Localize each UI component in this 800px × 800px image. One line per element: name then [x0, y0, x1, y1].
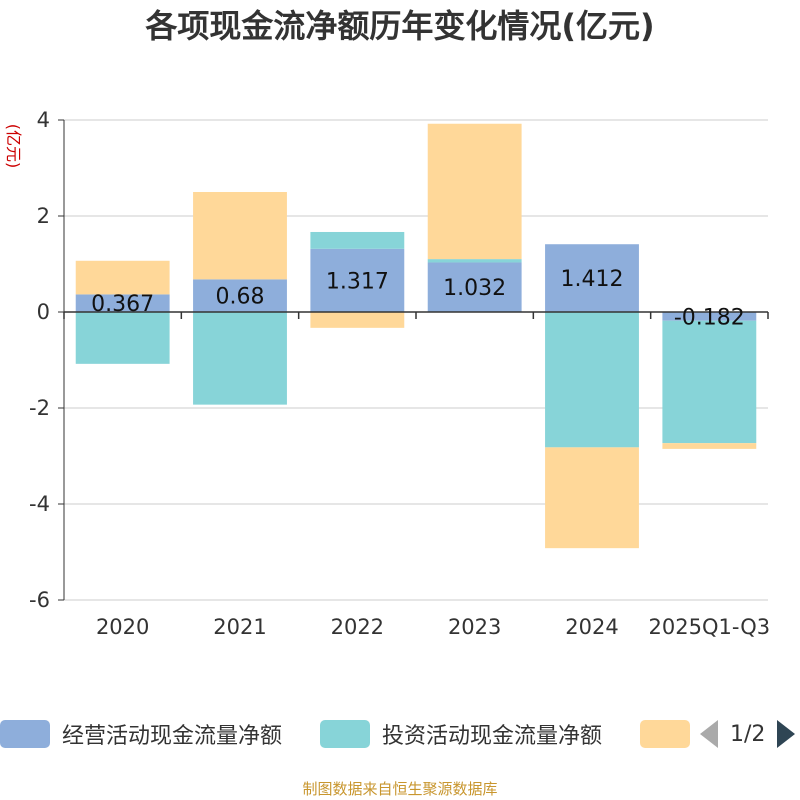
x-tick-label-2021: 2021 [213, 615, 266, 639]
bar-2023-series-2 [427, 123, 522, 260]
data-label-2025Q1-Q3: -0.182 [674, 305, 745, 330]
x-tick-label-2020: 2020 [96, 615, 149, 639]
x-tick-label-2025Q1-Q3: 2025Q1-Q3 [649, 615, 771, 639]
x-tick-label-2024: 2024 [565, 615, 618, 639]
y-tick-label: -2 [29, 396, 50, 420]
bar-2020-series-0 [75, 294, 170, 312]
pager-prev-icon[interactable] [700, 720, 718, 748]
bar-2025Q1-Q3-series-1 [662, 320, 757, 444]
x-tick-label-2023: 2023 [448, 615, 501, 639]
legend: 经营活动现金流量净额 投资活动现金流量净额 1/2 [0, 716, 800, 756]
data-label-2020: 0.367 [91, 292, 154, 317]
bar-2022-series-1 [310, 231, 405, 249]
source-note: 制图数据来自恒生聚源数据库 [302, 780, 498, 798]
bar-2021-series-0 [193, 279, 287, 312]
bar-2023-series-0 [427, 262, 522, 312]
legend-label-investing: 投资活动现金流量净额 [382, 724, 603, 749]
pager-next-icon[interactable] [777, 720, 796, 748]
legend-pager: 1/2 [700, 716, 796, 752]
bar-2020-series-2 [75, 260, 170, 295]
y-tick-label: -6 [29, 588, 50, 612]
legend-swatch-financing [640, 720, 690, 748]
bar-2025Q1-Q3-series-0 [662, 312, 757, 321]
pager-page-text: 1/2 [730, 721, 766, 747]
bar-2021-series-1 [193, 312, 287, 405]
data-label-2021: 0.68 [216, 285, 265, 310]
bars [75, 123, 757, 549]
legend-swatch-investing [320, 720, 370, 748]
data-label-2023: 1.032 [443, 276, 506, 301]
bar-2024-series-1 [545, 312, 639, 448]
bar-2021-series-2 [193, 192, 287, 280]
legend-item-financing[interactable] [640, 716, 702, 752]
legend-item-investing[interactable]: 投资活动现金流量净额 [320, 716, 602, 752]
bar-2024-series-2 [545, 447, 639, 549]
legend-label-operating: 经营活动现金流量净额 [62, 724, 283, 749]
bar-2022-series-0 [310, 248, 405, 312]
y-tick-label: 0 [37, 300, 50, 324]
y-tick-label: 4 [37, 108, 50, 132]
x-tick-label-2022: 2022 [331, 615, 384, 639]
bar-2020-series-1 [75, 312, 170, 364]
axes: 4 2 0 -2 -4 -6 2020 2021 2022 2023 2024 2025Q1-Q3 [29, 108, 770, 639]
bar-2022-series-2 [310, 312, 405, 328]
chart-title: 各项现金流净额历年变化情况(亿元) [145, 7, 655, 45]
data-label-2022: 1.317 [326, 269, 389, 294]
legend-item-operating[interactable]: 经营活动现金流量净额 [0, 716, 282, 752]
y-tick-label: 2 [37, 204, 50, 228]
y-axis-unit-label: (亿元) [4, 124, 23, 169]
data-label-2024: 1.412 [561, 267, 624, 292]
data-labels: 0.367 0.68 1.317 1.032 1.412 -0.182 [91, 267, 745, 330]
bar-2023-series-1 [427, 259, 522, 263]
bar-2024-series-0 [545, 244, 639, 312]
bar-2025Q1-Q3-series-2 [662, 443, 757, 449]
legend-swatch-operating [0, 720, 50, 748]
y-tick-label: -4 [29, 492, 50, 516]
